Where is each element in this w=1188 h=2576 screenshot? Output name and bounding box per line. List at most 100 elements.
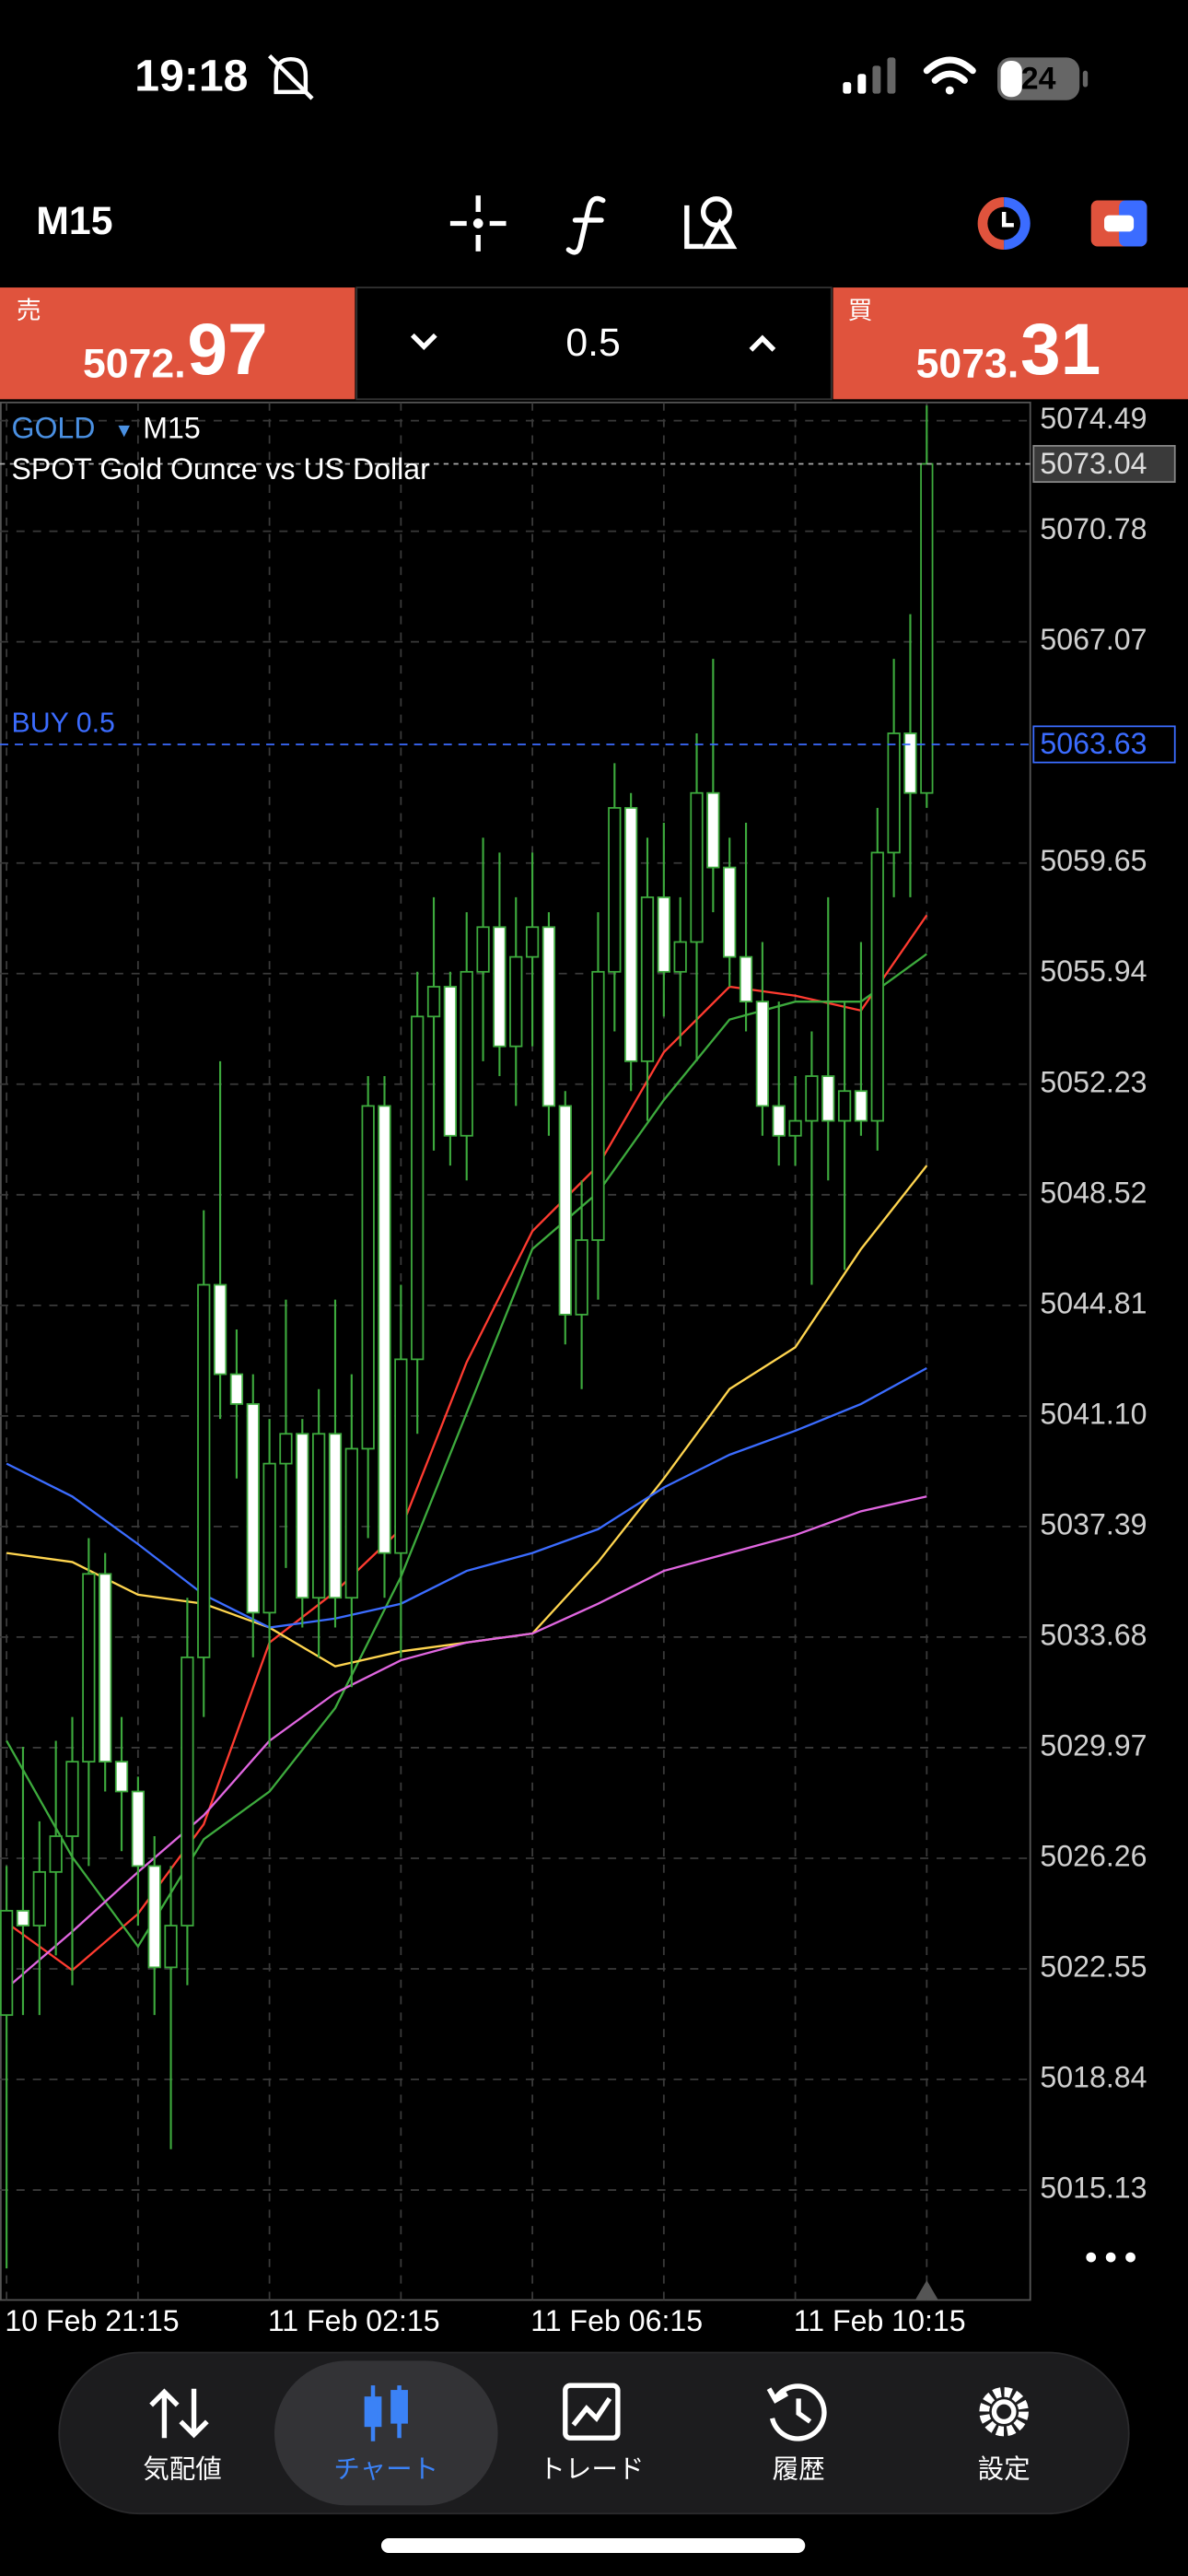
- more-button[interactable]: [1086, 2252, 1136, 2263]
- sell-label: 売: [17, 297, 41, 324]
- x-tick-label: 11 Feb 02:15: [268, 2304, 440, 2337]
- volume-down[interactable]: [410, 333, 437, 351]
- plot-frame: [0, 401, 1031, 2301]
- candle-body: [460, 970, 473, 1137]
- tab[interactable]: チャート: [274, 2360, 498, 2506]
- candle-body: [279, 1433, 293, 1465]
- tab-icon-part: [364, 2396, 382, 2428]
- y-tick-label: 5022.55: [1040, 1950, 1147, 1983]
- y-tick-label: 5018.84: [1040, 2061, 1147, 2094]
- y-tick-label: 5074.49: [1040, 402, 1147, 435]
- tab-icon-part: [149, 2388, 209, 2439]
- candle-body: [870, 851, 884, 1122]
- order-price-box: [1032, 725, 1176, 764]
- objects-button[interactable]: [684, 196, 738, 250]
- candle-body: [690, 791, 704, 943]
- candle-body: [197, 1283, 211, 1658]
- x-tick-label: 11 Feb 06:15: [530, 2304, 703, 2337]
- candle-body: [739, 955, 753, 1003]
- volume-panel: [355, 287, 833, 401]
- candle-body: [706, 791, 720, 869]
- volume[interactable]: 0.5: [565, 321, 621, 365]
- candle-body: [854, 1090, 868, 1122]
- tab-icon: [563, 2383, 621, 2441]
- candle-body: [229, 1373, 244, 1405]
- y-tick-label: 5033.68: [1040, 1618, 1147, 1651]
- candle-body: [575, 1239, 588, 1316]
- y-tick-label: 5059.65: [1040, 844, 1147, 877]
- candle-body: [443, 986, 458, 1137]
- tab-icon-part: [390, 2390, 408, 2424]
- y-tick-label: 5052.23: [1040, 1065, 1147, 1098]
- sell-button[interactable]: [0, 287, 355, 400]
- trade-mode-button[interactable]: [977, 196, 1031, 251]
- timeframe-button[interactable]: M15: [36, 199, 112, 243]
- candle-body: [426, 986, 441, 1018]
- buy-button[interactable]: [833, 287, 1188, 400]
- tab-label: 履歴: [773, 2454, 825, 2484]
- one-click-button[interactable]: [1090, 200, 1147, 247]
- battery-icon: [997, 57, 1089, 100]
- tab[interactable]: トレード: [539, 2383, 644, 2484]
- y-tick-label: 5026.26: [1040, 1839, 1147, 1872]
- x-tick-label: 11 Feb 10:15: [794, 2304, 966, 2337]
- candle-body: [788, 1119, 802, 1137]
- tab-icon: [766, 2383, 827, 2441]
- tab-icon-part: [364, 2385, 408, 2441]
- buy-price-big: 31: [1020, 309, 1101, 390]
- y-tick-label: 5048.52: [1040, 1176, 1147, 1209]
- symbol[interactable]: GOLD: [11, 412, 95, 445]
- candle-body: [887, 732, 901, 854]
- chart-overlay: GOLD M15 SPOT Gold Ounce vs US Dollar: [11, 412, 1136, 2263]
- ma-line: [6, 1367, 927, 1629]
- tab-icon-part: [563, 2383, 621, 2441]
- mute-icon: [268, 54, 314, 100]
- tab-icon-part: [979, 2386, 1029, 2437]
- y-tick-label: 5044.81: [1040, 1286, 1147, 1319]
- candle-body: [821, 1075, 835, 1122]
- chart[interactable]: 5074.49 5070.78 5067.07 5059.65 5055.94 5052.…: [0, 401, 1176, 2337]
- candle-body: [493, 926, 507, 1048]
- candle-body: [509, 955, 523, 1048]
- tab[interactable]: 履歴: [766, 2383, 827, 2484]
- candle-body: [772, 1105, 786, 1137]
- volume-up[interactable]: [749, 334, 776, 352]
- tab-label: 設定: [978, 2454, 1031, 2484]
- tab-active-background: [274, 2360, 498, 2506]
- candle-body: [394, 1358, 408, 1554]
- order-line-label: BUY 0.5: [11, 708, 114, 739]
- candle-body: [476, 926, 490, 973]
- tab-icon-part: [766, 2387, 788, 2404]
- home-indicator: [380, 2537, 806, 2554]
- tab[interactable]: 気配値: [143, 2388, 222, 2485]
- y-tick-label: 5015.13: [1040, 2172, 1147, 2205]
- symbol-dropdown[interactable]: [118, 425, 130, 438]
- candle-body: [608, 806, 622, 973]
- candle-body: [296, 1433, 309, 1599]
- symbol-description: SPOT Gold Ounce vs US Dollar: [11, 452, 430, 486]
- candle-body: [344, 1447, 358, 1599]
- indicators-button[interactable]: [565, 195, 606, 255]
- candle-body: [312, 1433, 326, 1599]
- candle-body: [640, 896, 655, 1062]
- y-tick-label: 5067.07: [1040, 623, 1147, 656]
- y-tick-label: 5029.97: [1040, 1728, 1147, 1762]
- tab-label: トレード: [539, 2454, 644, 2484]
- candle-body: [16, 1910, 30, 1926]
- tab-icon-part: [769, 2383, 827, 2441]
- tab-label: 気配値: [143, 2454, 222, 2484]
- candle-body: [131, 1790, 146, 1868]
- y-tick-label: 5070.78: [1040, 512, 1147, 545]
- tab[interactable]: 設定: [978, 2386, 1031, 2484]
- status-time: 19:18: [134, 51, 248, 100]
- crosshair-button[interactable]: [449, 195, 507, 252]
- y-tick-label: 5041.10: [1040, 1397, 1147, 1430]
- candle-body: [246, 1403, 260, 1614]
- tab-icon-part: [563, 2383, 621, 2441]
- candle-body: [32, 1870, 46, 1926]
- buy-price: 5073.: [916, 341, 1019, 386]
- candle-body: [99, 1573, 112, 1763]
- order-price-label: 5063.63: [1040, 727, 1147, 760]
